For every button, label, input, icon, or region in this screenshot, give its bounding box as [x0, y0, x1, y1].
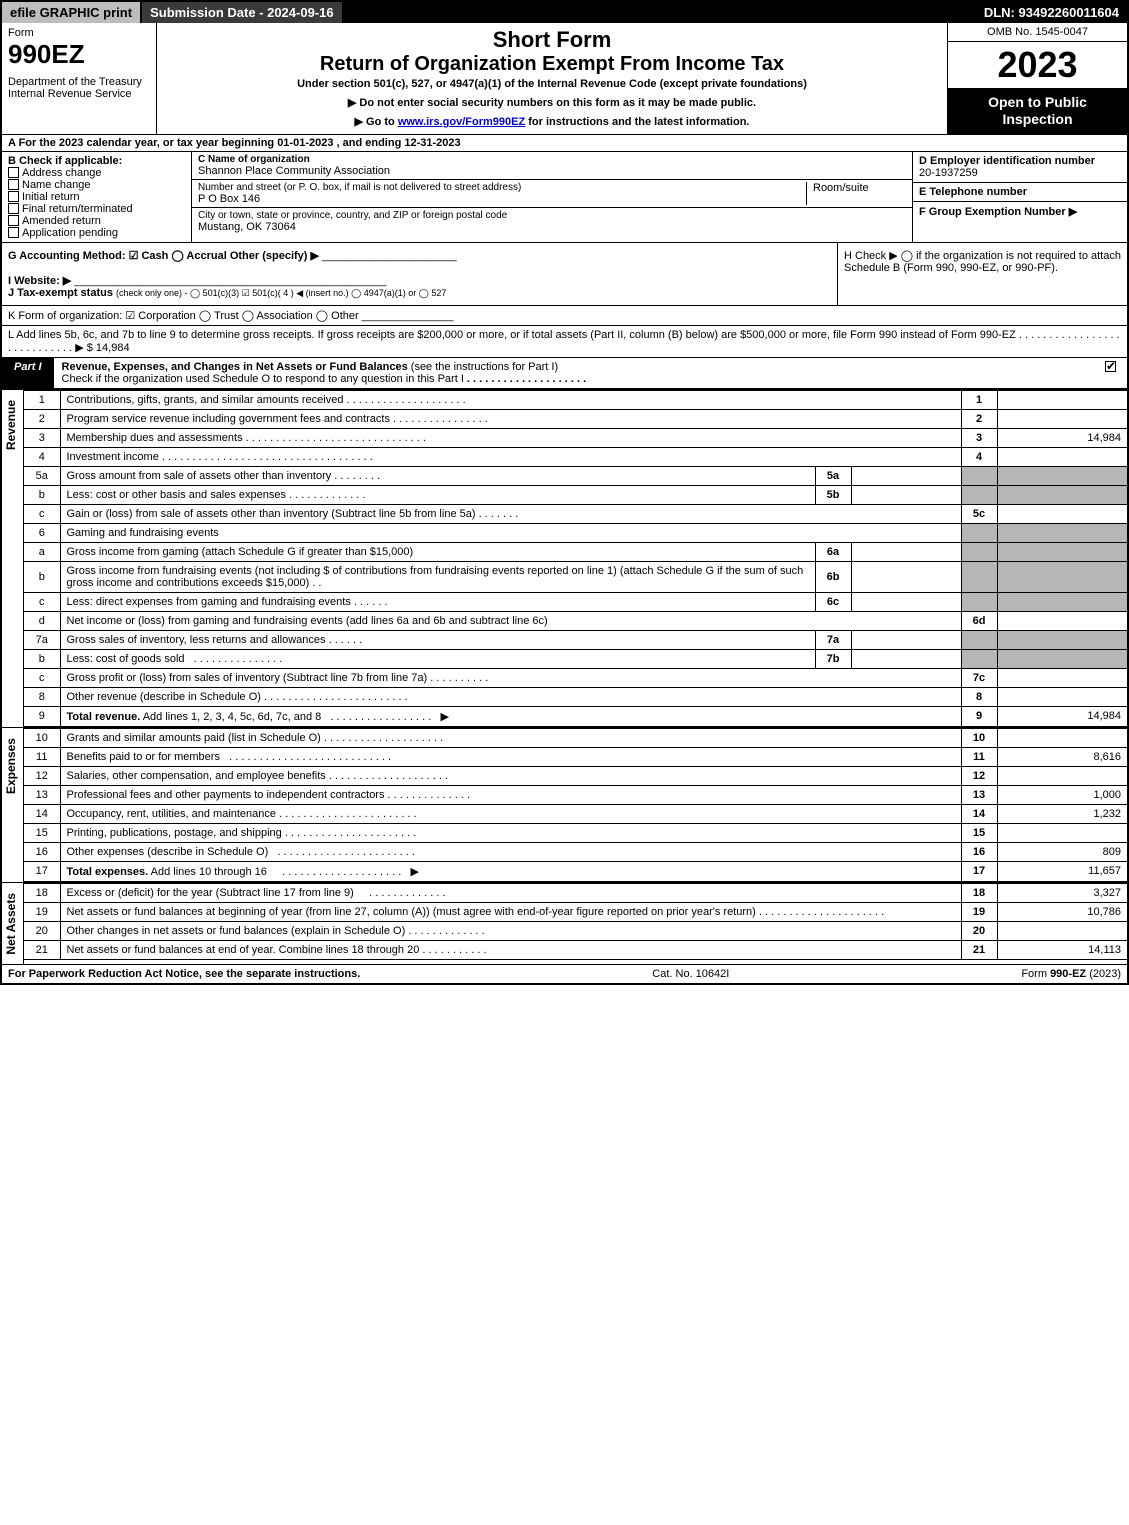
line-j: J Tax-exempt status (check only one) - ◯…	[8, 287, 831, 299]
ein: 20-1937259	[919, 167, 978, 179]
part-i-header: Part I Revenue, Expenses, and Changes in…	[2, 358, 1127, 389]
expenses-table: 10Grants and similar amounts paid (list …	[24, 728, 1127, 882]
submission-date-button[interactable]: Submission Date - 2024-09-16	[142, 2, 344, 23]
form-header: Form 990EZ Department of the Treasury In…	[2, 23, 1127, 135]
form-number: 990EZ	[8, 39, 150, 70]
line-l: L Add lines 5b, 6c, and 7b to line 9 to …	[2, 326, 1127, 358]
omb-number: OMB No. 1545-0047	[948, 23, 1127, 42]
efile-print-button[interactable]: efile GRAPHIC print	[2, 2, 142, 23]
irs-link[interactable]: www.irs.gov/Form990EZ	[398, 116, 525, 128]
street-address: P O Box 146	[198, 193, 806, 205]
org-name: Shannon Place Community Association	[198, 165, 906, 177]
net-assets-table: 18Excess or (deficit) for the year (Subt…	[24, 883, 1127, 960]
tax-year: 2023	[948, 42, 1127, 88]
dln: DLN: 93492260011604	[976, 2, 1127, 23]
short-form-title: Short Form	[167, 27, 937, 53]
warning-1: ▶ Do not enter social security numbers o…	[167, 96, 937, 109]
city-state-zip: Mustang, OK 73064	[198, 221, 906, 233]
department: Department of the Treasury Internal Reve…	[8, 76, 150, 100]
form-label: Form	[8, 27, 150, 39]
section-def: D Employer identification number 20-1937…	[912, 152, 1127, 242]
warning-2: ▶ Go to www.irs.gov/Form990EZ for instru…	[167, 115, 937, 128]
line-i: I Website: ▶ ___________________________…	[8, 274, 831, 287]
top-bar: efile GRAPHIC print Submission Date - 20…	[2, 2, 1127, 23]
page-footer: For Paperwork Reduction Act Notice, see …	[2, 964, 1127, 983]
expenses-side-label: Expenses	[2, 728, 24, 882]
revenue-table: 1Contributions, gifts, grants, and simil…	[24, 390, 1127, 727]
line-h: H Check ▶ ◯ if the organization is not r…	[837, 243, 1127, 305]
line-k: K Form of organization: ☑ Corporation ◯ …	[2, 306, 1127, 326]
section-c: C Name of organization Shannon Place Com…	[192, 152, 912, 242]
net-assets-side-label: Net Assets	[2, 883, 24, 965]
open-to-public: Open to Public Inspection	[948, 88, 1127, 134]
revenue-side-label: Revenue	[2, 390, 24, 727]
main-title: Return of Organization Exempt From Incom…	[167, 53, 937, 76]
line-a: A For the 2023 calendar year, or tax yea…	[2, 135, 1127, 152]
room-suite-label: Room/suite	[806, 182, 906, 205]
line-g: G Accounting Method: ☑ Cash ◯ Accrual Ot…	[8, 249, 831, 262]
section-b: B Check if applicable: Address change Na…	[2, 152, 192, 242]
schedule-o-checkbox[interactable]	[1105, 361, 1116, 372]
subtitle: Under section 501(c), 527, or 4947(a)(1)…	[167, 78, 937, 90]
